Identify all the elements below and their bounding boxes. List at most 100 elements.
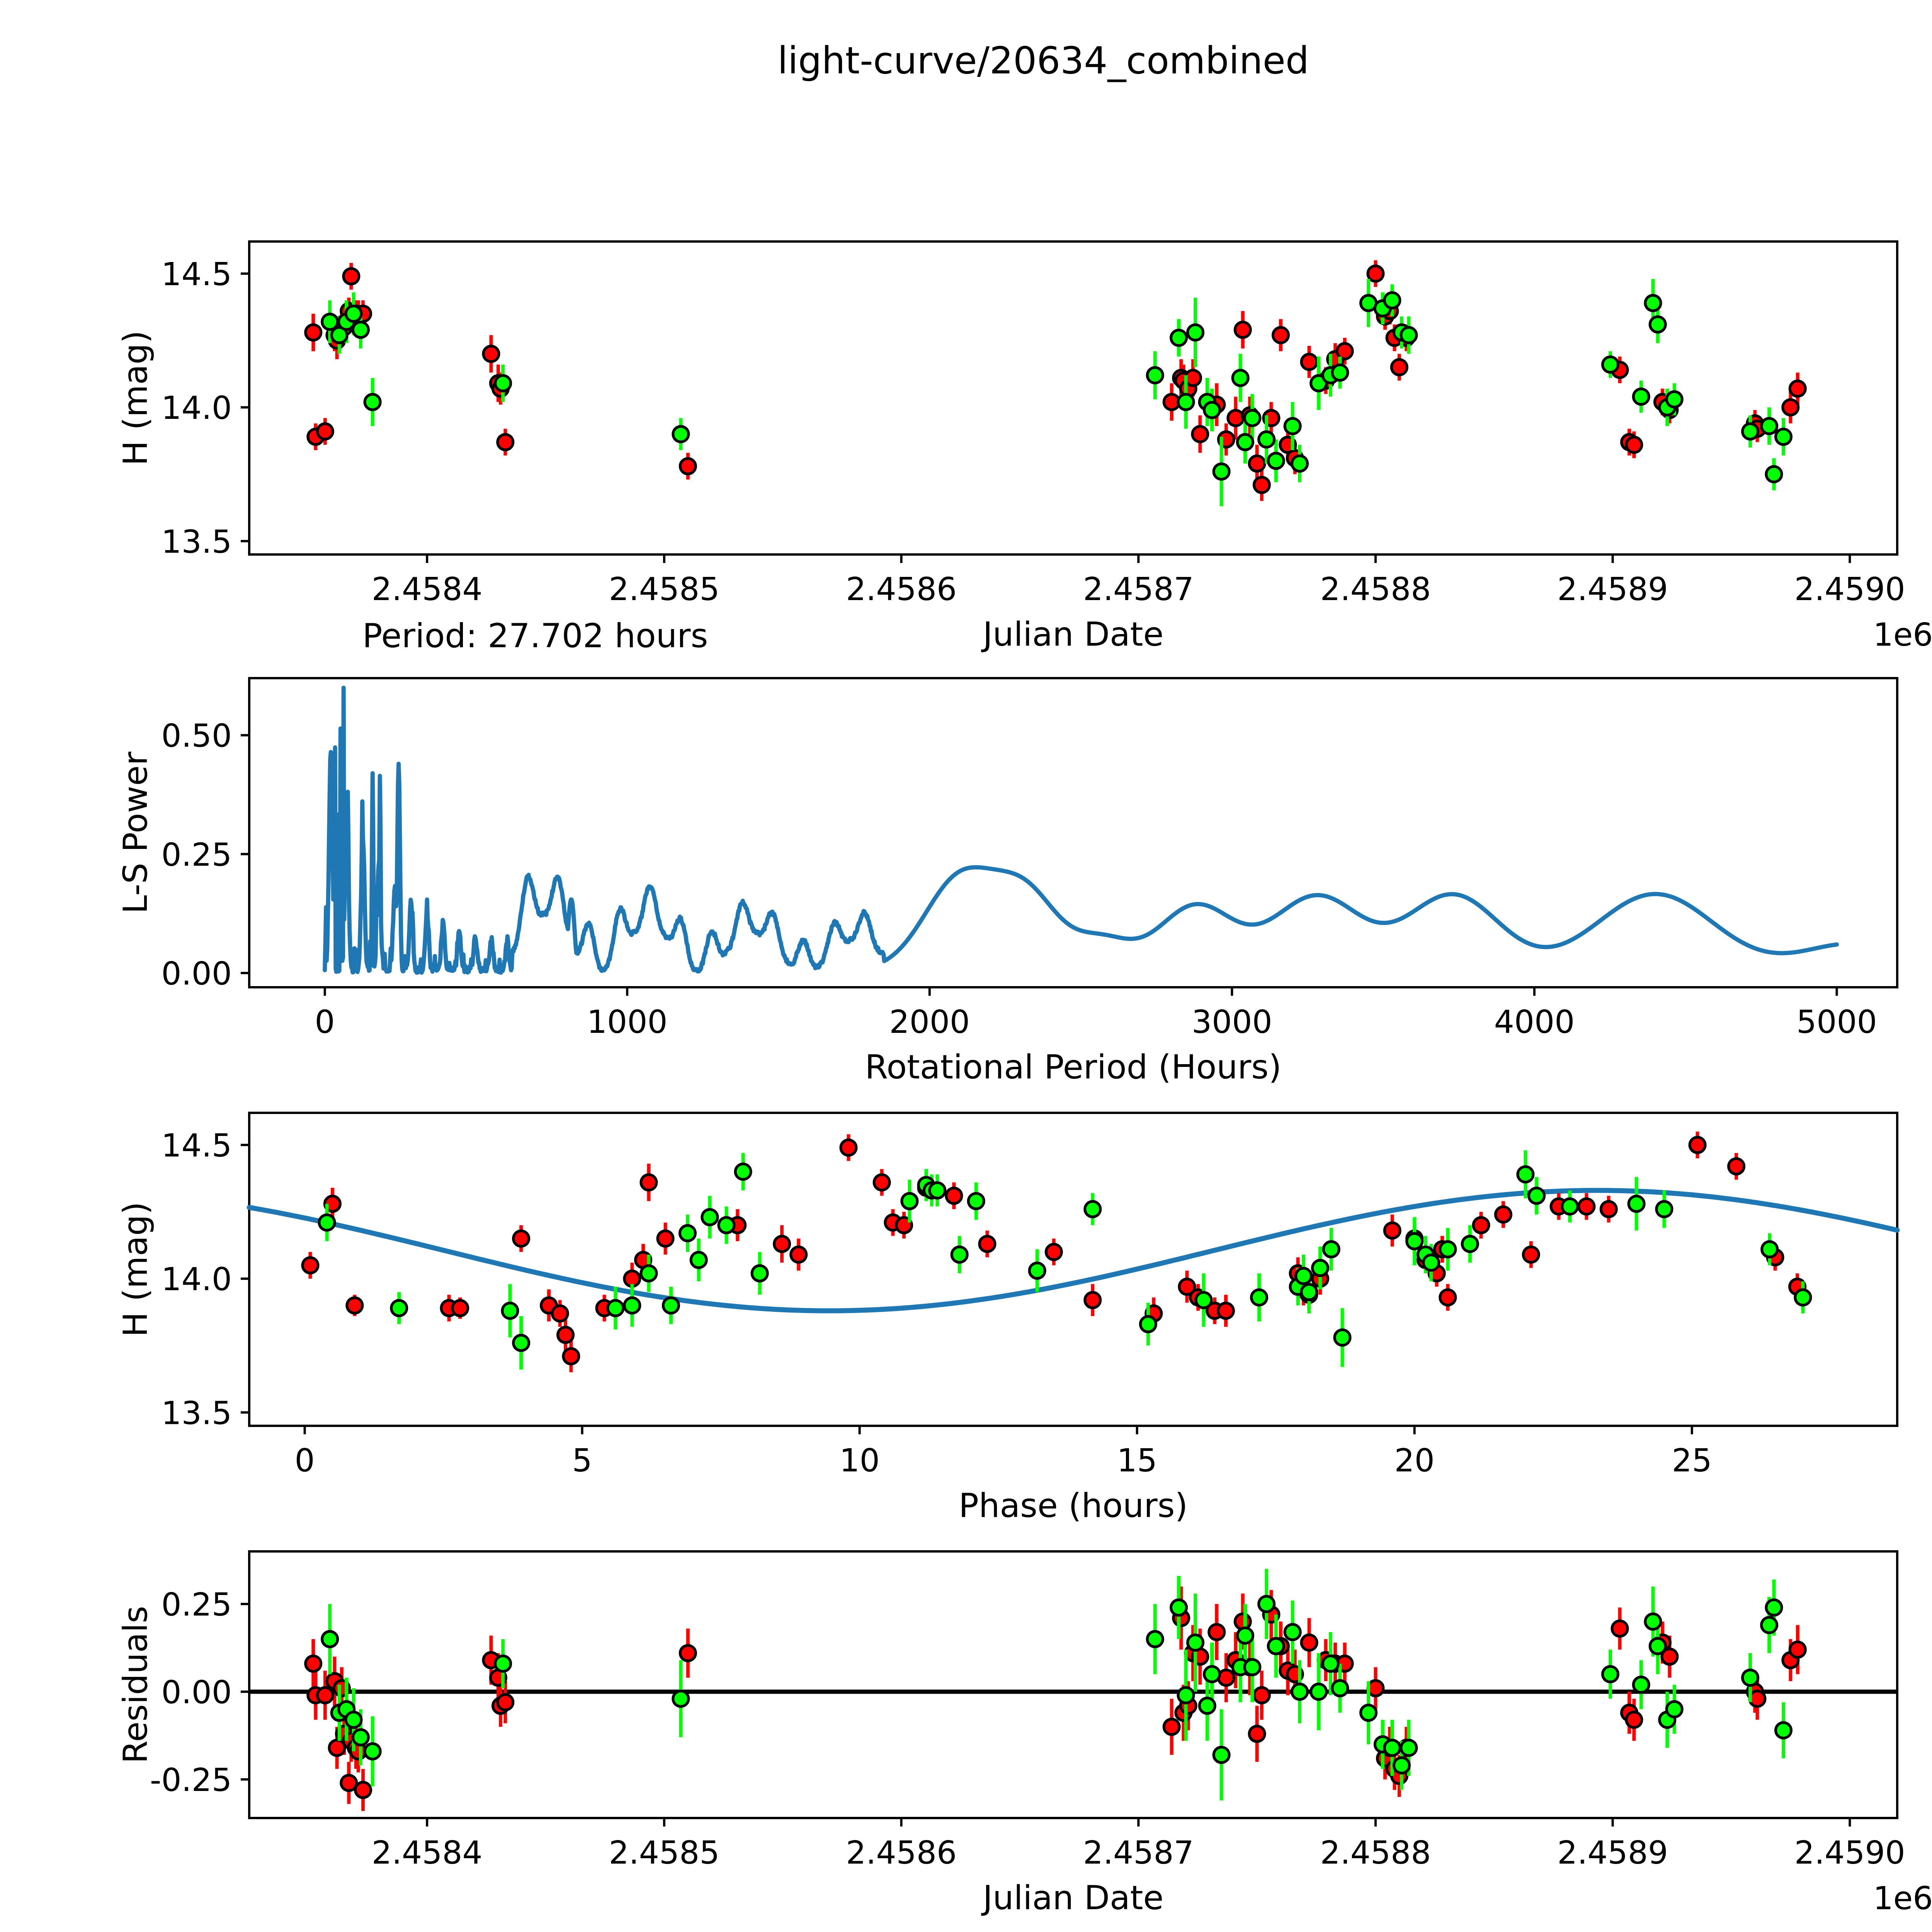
data-point <box>344 1711 363 1729</box>
data-point <box>1291 1682 1309 1701</box>
panel-residuals-xaxis-label: Julian Date <box>981 1879 1164 1917</box>
data-point <box>1300 353 1318 371</box>
data-point <box>662 1296 680 1315</box>
data-point <box>1760 1616 1779 1634</box>
data-point <box>1760 1240 1779 1259</box>
panel-phasefold-xtick-label: 20 <box>1394 1442 1434 1479</box>
panel-phasefold-xtick-label: 5 <box>572 1442 592 1479</box>
data-point <box>1083 1291 1102 1310</box>
panel-phasefold-ytick-label: 14.0 <box>161 1261 232 1298</box>
data-point <box>1311 1259 1330 1277</box>
data-point <box>606 1299 625 1317</box>
data-point <box>978 1235 997 1253</box>
data-point <box>1300 1633 1318 1652</box>
panel-residuals-ytick-label: 0.00 <box>161 1674 232 1711</box>
panel-periodogram-xaxis-label: Rotational Period (Hours) <box>865 1048 1281 1087</box>
panel-periodogram-xtick-label: 1000 <box>587 1004 668 1041</box>
panel-lightcurve-ytick-label: 14.5 <box>161 256 232 293</box>
panel-residuals-xaxis-offset: 1e6 <box>1873 1880 1932 1917</box>
data-point <box>689 1251 708 1269</box>
panel-residuals: 2.4584 2.4585 2.4586 2.4587 2.4588 2.4589 2.45… <box>116 1550 1932 1917</box>
data-point <box>342 267 361 286</box>
data-point <box>340 1774 358 1792</box>
data-point <box>1788 1640 1807 1659</box>
data-point <box>363 1742 382 1760</box>
data-point <box>1321 1655 1340 1673</box>
data-point <box>482 345 500 363</box>
page-title: light-curve/20634_combined <box>777 39 1309 82</box>
data-point <box>351 320 370 339</box>
data-point <box>679 457 697 476</box>
data-point <box>1439 1288 1457 1307</box>
data-point <box>1522 1245 1540 1264</box>
panel-periodogram-xtick-label: 2000 <box>889 1004 970 1041</box>
data-point <box>1383 1738 1401 1757</box>
data-point <box>678 1224 697 1243</box>
data-point <box>494 374 512 393</box>
data-point <box>1577 1197 1596 1216</box>
panel-lightcurve-series-green <box>321 279 1793 507</box>
data-point <box>945 1187 963 1205</box>
panel-residuals-xtick-label: 2.4590 <box>1794 1835 1905 1871</box>
data-point <box>1392 1756 1411 1775</box>
data-point <box>1439 1240 1457 1259</box>
panel-phasefold-ytick-label: 13.5 <box>161 1395 232 1432</box>
panel-periodogram-xtick-label: 0 <box>315 1004 335 1041</box>
data-point <box>1257 430 1276 449</box>
data-point <box>1601 1665 1619 1684</box>
data-point <box>1331 1679 1349 1697</box>
data-point <box>1644 1612 1662 1631</box>
data-point <box>344 304 363 323</box>
panel-phasefold-yaxis-label: H (mag) <box>116 1202 155 1337</box>
data-point <box>1632 388 1650 406</box>
data-point <box>494 1655 512 1673</box>
data-point <box>928 1181 947 1200</box>
data-point <box>967 1192 985 1210</box>
panel-residuals-yaxis-label: Residuals <box>116 1606 155 1764</box>
data-point <box>1186 1633 1205 1652</box>
data-point <box>1243 1658 1262 1677</box>
data-point <box>1400 1738 1418 1757</box>
data-point <box>1162 1718 1181 1736</box>
data-point <box>639 1264 658 1282</box>
panel-phasefold-fit-curve <box>247 1188 1900 1313</box>
data-point <box>1625 1711 1643 1729</box>
panel-lightcurve-xtick-label: 2.4586 <box>846 571 957 608</box>
data-point <box>451 1299 469 1317</box>
data-point <box>1655 1200 1673 1218</box>
data-point <box>1139 1315 1157 1333</box>
panel-residuals-xtick-label: 2.4585 <box>609 1835 719 1871</box>
data-point <box>1236 1626 1254 1645</box>
panel-residuals-xtick-label: 2.4586 <box>846 1835 957 1871</box>
panel-periodogram: 0 1000 2000 3000 4000 5000 0.00 0.25 0.50 Rotatio… <box>116 677 1898 1087</box>
data-point <box>1252 1686 1271 1704</box>
data-point <box>1561 1197 1579 1216</box>
data-point <box>1741 422 1760 441</box>
panel-lightcurve-ytick-label: 14.0 <box>161 390 232 427</box>
data-point <box>1527 1187 1546 1205</box>
data-point <box>1741 1668 1760 1687</box>
data-point <box>1028 1261 1046 1280</box>
data-point <box>839 1138 858 1157</box>
data-point <box>1248 1725 1266 1743</box>
panel-periodogram-ytick-label: 0.50 <box>161 718 232 755</box>
panel-lightcurve-xtick-label: 2.4585 <box>609 571 719 608</box>
data-point <box>1461 1235 1479 1253</box>
panel-residuals-xtick-label: 2.4584 <box>372 1835 483 1871</box>
data-point <box>1236 433 1254 451</box>
data-point <box>1083 1200 1102 1218</box>
data-point <box>1688 1136 1707 1154</box>
panel-phasefold-ytick-label: 14.5 <box>161 1128 232 1164</box>
data-point <box>950 1245 969 1264</box>
data-point <box>1727 1157 1746 1175</box>
data-point <box>1494 1205 1512 1224</box>
panel-lightcurve-ytick-label: 13.5 <box>161 524 232 560</box>
data-point <box>1765 1598 1783 1617</box>
data-point <box>1366 264 1385 283</box>
panel-residuals-ytick-label: 0.25 <box>161 1587 232 1623</box>
data-point <box>1044 1243 1063 1261</box>
data-point <box>1248 454 1266 473</box>
panel-lightcurve-xtick-label: 2.4590 <box>1794 571 1905 608</box>
data-point <box>1170 1598 1188 1617</box>
data-point <box>1212 1746 1231 1764</box>
